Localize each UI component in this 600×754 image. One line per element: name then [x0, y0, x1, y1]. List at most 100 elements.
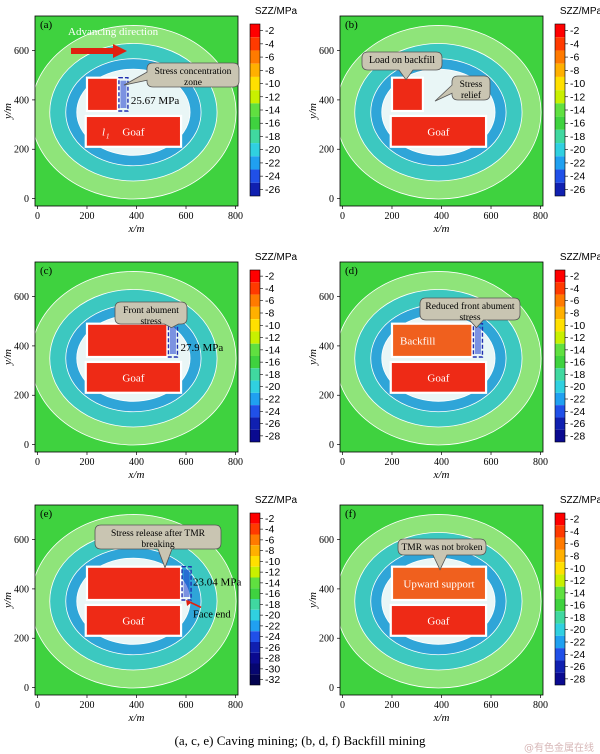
stress-peak-band — [120, 80, 127, 108]
x-tick-label: 200 — [384, 457, 399, 468]
colorbar-swatch — [250, 37, 260, 51]
colorbar-tick-label: -28 — [570, 673, 585, 685]
colorbar-swatch — [250, 343, 260, 356]
colorbar-tick-label: -26 — [265, 184, 280, 196]
x-tick-label: 0 — [340, 457, 345, 468]
colorbar-frame — [554, 23, 566, 197]
colorbar-tick-label: -32 — [265, 674, 280, 686]
colorbar-swatch — [555, 417, 565, 430]
x-tick-label: 800 — [533, 457, 548, 468]
colorbar-tick-label: -16 — [570, 357, 585, 369]
colorbar-swatch — [555, 129, 565, 144]
y-tick-label: 0 — [24, 683, 29, 694]
colorbar-swatch — [555, 549, 565, 563]
y-tick-label: 600 — [319, 46, 334, 57]
colorbar-swatch — [555, 368, 565, 381]
colorbar-tick-label: -14 — [265, 577, 280, 589]
colorbar-swatch — [555, 116, 565, 130]
mined-panel-region — [85, 76, 120, 113]
y-tick-label: 200 — [319, 145, 334, 156]
stress-relief-callout — [434, 75, 491, 102]
colorbar-tick-label: -4 — [265, 524, 274, 536]
colorbar-tick-label: -22 — [570, 157, 585, 169]
colorbar-tick-label: -20 — [265, 381, 280, 393]
colorbar-swatch — [555, 525, 565, 538]
stress-concentration-callout-text: Stress concentration — [155, 67, 232, 77]
colorbar-tick-label: -26 — [570, 418, 585, 430]
x-tick-label: 200 — [384, 211, 399, 222]
watermark: @有色金属在线 — [524, 743, 594, 754]
panel-b: Goaf 0 200 400 600 800 0 200 400 600 x/m y/m (b) SZZ/… — [307, 6, 600, 235]
colorbar-tick-label: -12 — [570, 575, 585, 587]
stress-peak-band — [474, 326, 481, 354]
colorbar-swatch — [555, 537, 565, 550]
colorbar-title: SZZ/MPa — [560, 6, 600, 17]
colorbar-swatch — [555, 270, 565, 283]
colorbar-swatch — [250, 103, 260, 117]
colorbar-swatch — [555, 380, 565, 393]
colorbar-tick-label: -18 — [265, 369, 280, 381]
colorbar-swatch — [555, 635, 565, 649]
y-tick-label: 400 — [14, 95, 29, 106]
l1-subscript: 1 — [106, 132, 110, 140]
colorbar-swatch — [250, 599, 260, 610]
stress-zone-box — [181, 565, 192, 601]
stress-release-callout-text: breaking — [141, 540, 174, 550]
front-abutment-callout-text: Front abument — [123, 306, 179, 316]
colorbar-tick-label: -2 — [570, 271, 579, 283]
goaf-region — [84, 360, 183, 394]
colorbar-tick-label: -10 — [570, 320, 585, 332]
stress-value: 27.9 MPa — [180, 342, 223, 354]
colorbar-tick-label: -8 — [265, 545, 274, 557]
x-tick-label: 200 — [79, 700, 94, 711]
colorbar-tick-label: -16 — [265, 118, 280, 130]
face-end-label: Face end — [193, 610, 231, 621]
colorbar-tick-label: -6 — [570, 538, 579, 550]
colorbar-swatch — [555, 50, 565, 64]
colorbar-swatch — [250, 182, 260, 196]
colorbar-tick-label: -10 — [265, 320, 280, 332]
panel-c: Goaf 0 200 400 600 800 0 200 400 600 x/m y/m (c) SZZ/… — [2, 252, 298, 481]
load-callout-text: Load on backfill — [369, 55, 435, 66]
colorbar-swatch — [250, 24, 260, 38]
x-tick-label: 600 — [484, 700, 499, 711]
colorbar-title: SZZ/MPa — [560, 495, 600, 506]
mined-panel-region — [85, 565, 183, 602]
colorbar-tick-label: -12 — [265, 332, 280, 344]
y-tick-label: 400 — [14, 584, 29, 595]
colorbar-tick-label: -6 — [265, 295, 274, 307]
colorbar-swatch — [555, 331, 565, 344]
colorbar-swatch — [555, 143, 565, 157]
y-tick-label: 200 — [319, 391, 334, 402]
colorbar-frame — [249, 23, 261, 197]
colorbar-tick-label: -4 — [570, 526, 579, 538]
colorbar-tick-label: -10 — [570, 563, 585, 575]
goaf-region — [389, 114, 488, 148]
colorbar-tick-label: -16 — [570, 118, 585, 130]
x-tick-label: 400 — [129, 211, 144, 222]
x-tick-label: 600 — [484, 211, 499, 222]
colorbar-swatch — [250, 429, 260, 442]
colorbar-swatch — [555, 343, 565, 356]
colorbar-frame — [249, 512, 261, 686]
colorbar-tick-label: -26 — [570, 184, 585, 196]
colorbar-tick-label: -2 — [265, 25, 274, 37]
mined-panel-region — [390, 565, 488, 602]
panel-label: (e) — [40, 508, 53, 520]
colorbar-swatch — [555, 392, 565, 406]
colorbar-swatch — [250, 319, 260, 332]
colorbar-swatch — [250, 609, 260, 621]
mined-panel-region — [390, 76, 425, 113]
colorbar-swatch — [250, 513, 260, 524]
colorbar-swatch — [555, 648, 565, 661]
x-axis-label: x/m — [433, 223, 450, 235]
y-tick-label: 200 — [14, 145, 29, 156]
colorbar-tick-label: -26 — [265, 418, 280, 430]
colorbar-swatch — [250, 588, 260, 599]
colorbar-tick-label: -8 — [570, 308, 579, 320]
plot-area: Goaf — [35, 16, 238, 206]
x-axis-label: x/m — [128, 469, 145, 481]
goaf-region — [84, 603, 183, 637]
colorbar-tick-label: -16 — [570, 600, 585, 612]
